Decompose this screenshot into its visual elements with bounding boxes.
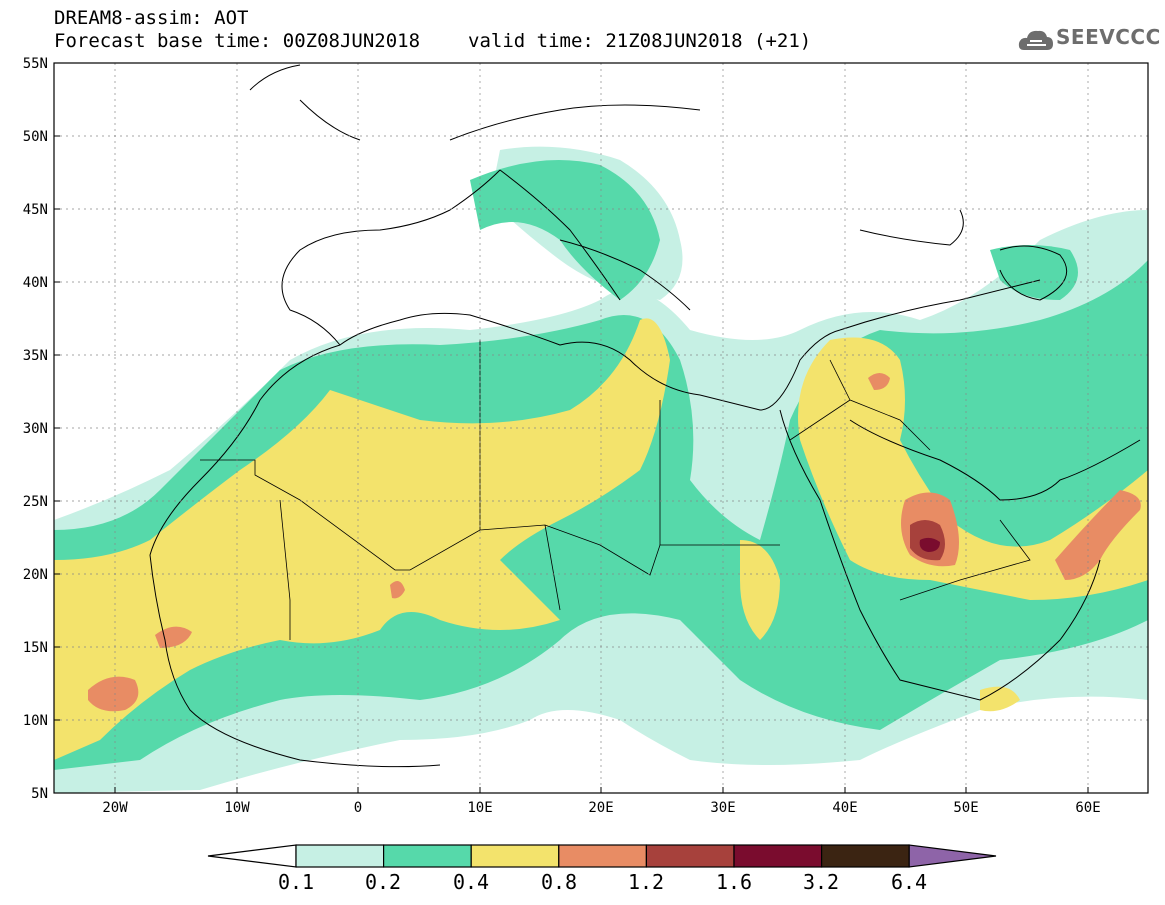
lon-labels: 20W 10W 0 10E 20E 30E 40E 50E 60E bbox=[102, 800, 1100, 816]
colorbar-label: 6.4 bbox=[890, 870, 928, 894]
lat-label: 45N bbox=[23, 202, 48, 218]
colorbar-label: 3.2 bbox=[802, 870, 840, 894]
aot-level-1-6 bbox=[919, 537, 940, 552]
colorbar-label: 0.8 bbox=[540, 870, 578, 894]
lat-label: 5N bbox=[31, 786, 48, 802]
colorbar-label: 1.6 bbox=[715, 870, 753, 894]
lon-label: 50E bbox=[953, 800, 978, 816]
lon-label: 20E bbox=[588, 800, 613, 816]
lat-label: 35N bbox=[23, 348, 48, 364]
gridlines bbox=[54, 63, 1148, 793]
lon-label: 60E bbox=[1075, 800, 1100, 816]
cloud-icon bbox=[1018, 30, 1053, 50]
map-title: DREAM8-assim: AOT bbox=[54, 7, 249, 29]
coastlines bbox=[149, 64, 1141, 768]
lat-label: 30N bbox=[23, 421, 48, 437]
colorbar-segment bbox=[295, 844, 385, 868]
colorbar-segment bbox=[470, 844, 560, 868]
tick-marks bbox=[54, 62, 1089, 794]
lat-label: 25N bbox=[23, 494, 48, 510]
colorbar-label: 0.4 bbox=[452, 870, 490, 894]
aot-level-0-4 bbox=[54, 318, 1148, 760]
lat-label: 15N bbox=[23, 640, 48, 656]
colorbar-low-arrow bbox=[207, 844, 297, 868]
lon-label: 10E bbox=[467, 800, 492, 816]
colorbar-segment bbox=[820, 844, 910, 868]
logo-text: SEEVCCC bbox=[1056, 25, 1161, 49]
colorbar-label: 0.2 bbox=[364, 870, 402, 894]
colorbar-segment bbox=[645, 844, 735, 868]
colorbar-segment bbox=[733, 844, 823, 868]
lat-label: 50N bbox=[23, 129, 48, 145]
lon-label: 20W bbox=[102, 800, 128, 816]
lon-label: 40E bbox=[832, 800, 857, 816]
base-time: Forecast base time: 00Z08JUN2018 bbox=[54, 30, 421, 52]
valid-time: valid time: 21Z08JUN2018 (+21) bbox=[468, 30, 812, 52]
colorbar-segment bbox=[558, 844, 647, 868]
lat-label: 20N bbox=[23, 567, 48, 583]
time-info: Forecast base time: 00Z08JUN2018 valid ti… bbox=[54, 31, 811, 52]
lat-label: 55N bbox=[23, 56, 48, 72]
colorbar-label: 0.1 bbox=[277, 870, 315, 894]
lon-label: 10W bbox=[224, 800, 250, 816]
colorbar-label: 1.2 bbox=[627, 870, 665, 894]
colorbar bbox=[207, 844, 997, 868]
colorbar-segment bbox=[383, 844, 472, 868]
lat-labels: 55N 50N 45N 40N 35N 30N 25N 20N 15N 10N … bbox=[23, 56, 48, 802]
lat-label: 40N bbox=[23, 275, 48, 291]
colorbar-high-arrow bbox=[908, 844, 997, 868]
lon-label: 0 bbox=[354, 800, 362, 816]
lat-label: 10N bbox=[23, 713, 48, 729]
lon-label: 30E bbox=[710, 800, 735, 816]
